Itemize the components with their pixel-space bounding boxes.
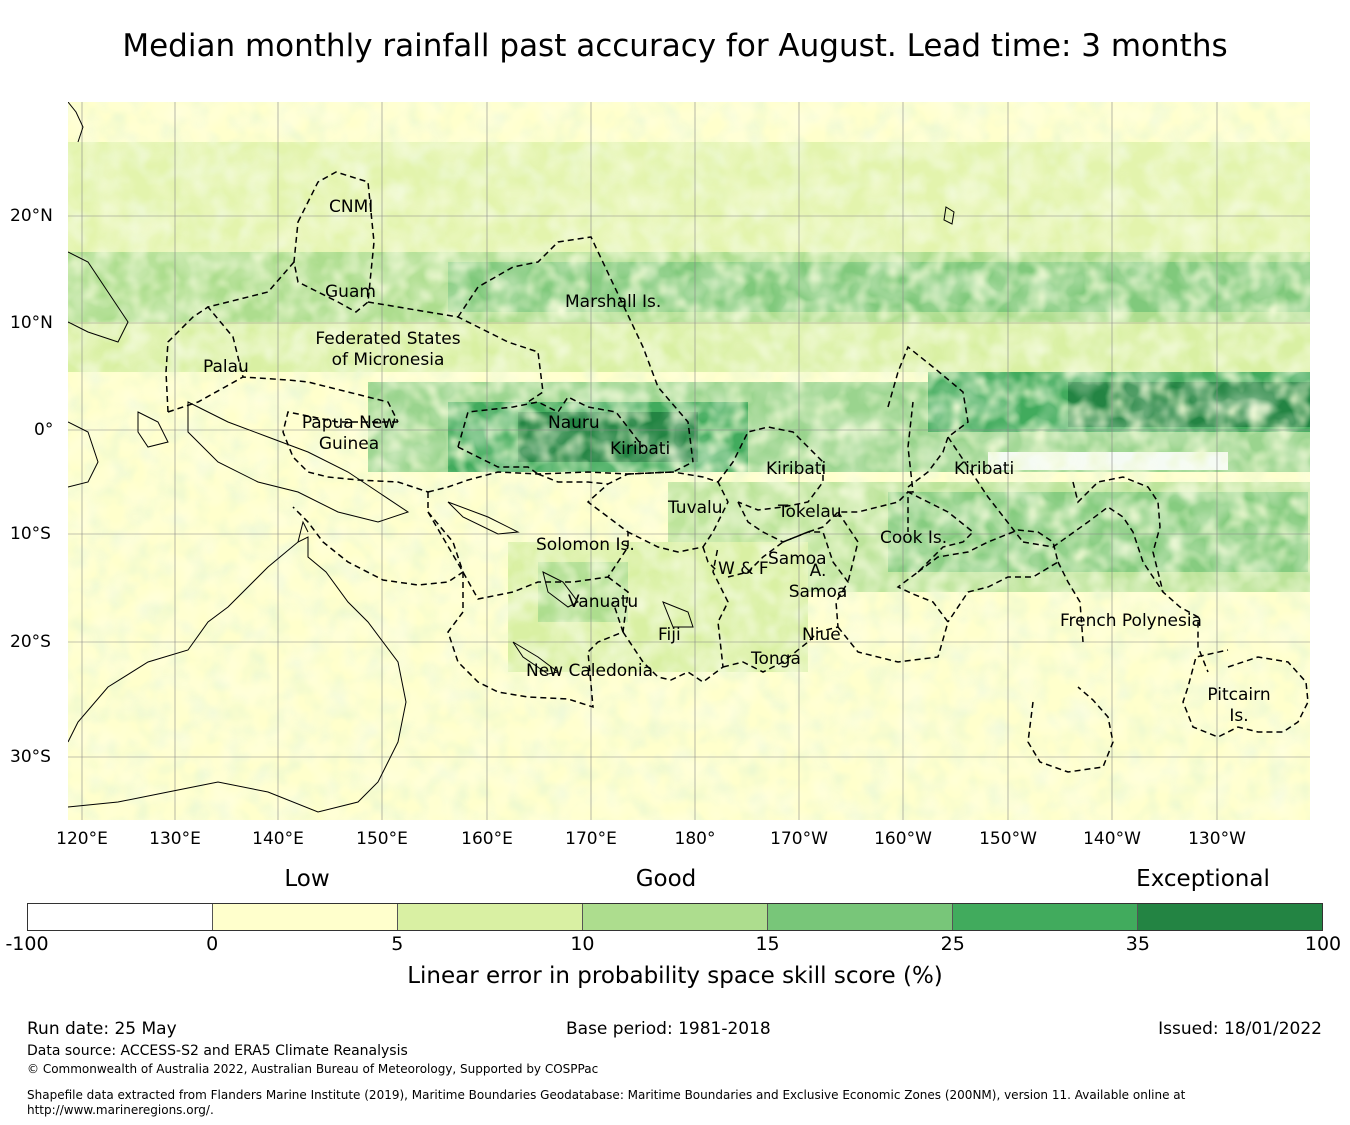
copyright: © Commonwealth of Australia 2022, Austra…	[27, 1062, 599, 1076]
lon-tick-label: 150°W	[979, 829, 1037, 849]
eez-boundaries	[165, 171, 1309, 773]
lat-tick-label: 30°S	[10, 747, 51, 767]
data-source: Data source: ACCESS-S2 and ERA5 Climate …	[27, 1043, 408, 1059]
region-label: Kiribati	[954, 459, 1014, 479]
region-label: Niue	[802, 625, 841, 645]
lat-tick-label: 0°	[34, 420, 54, 440]
region-label: Cook Is.	[880, 528, 947, 548]
lat-tick-label: 10°N	[10, 313, 53, 333]
colorbar-segment	[213, 904, 398, 930]
colorbar-tick-label: 100	[1304, 933, 1342, 955]
coastlines	[68, 102, 955, 813]
lon-tick-label: 140°W	[1083, 829, 1141, 849]
colorbar-tick-label: 35	[1125, 933, 1150, 955]
colorbar-segment	[398, 904, 583, 930]
lon-tick-label: 160°E	[461, 829, 513, 849]
map-title: Median monthly rainfall past accuracy fo…	[122, 28, 1228, 64]
lon-tick-label: 170°E	[565, 829, 617, 849]
colorbar-tick-label: 0	[206, 933, 219, 955]
region-label: Tonga	[750, 649, 801, 669]
region-label: Guam	[325, 282, 376, 302]
region-label: Palau	[203, 357, 249, 377]
region-label: Vanuatu	[568, 592, 638, 612]
region-labels: CNMI Guam Marshall Is. Federated States of M…	[203, 197, 1271, 726]
region-label: Pitcairn Is.	[1207, 685, 1270, 726]
region-label: New Caledonia	[526, 661, 653, 681]
graticule	[68, 102, 1310, 820]
colorbar-segment	[953, 904, 1138, 930]
region-label: Papua New Guinea	[302, 413, 396, 454]
colorbar-segment	[1138, 904, 1322, 930]
region-label: A. Samoa	[789, 561, 848, 602]
colorbar-segment	[583, 904, 768, 930]
colorbar-tick-label: 25	[940, 933, 965, 955]
region-label: Nauru	[548, 413, 600, 433]
colorbar-tick-label: -100	[5, 933, 49, 955]
issued-date: Issued: 18/01/2022	[1158, 1019, 1322, 1039]
lat-tick-label: 20°N	[10, 206, 53, 226]
region-label: Tokelau	[777, 502, 842, 522]
rainfall-skill-map: CNMI Guam Marshall Is. Federated States of M…	[68, 102, 1310, 820]
colorbar-segment	[768, 904, 953, 930]
colorbar-segment	[28, 904, 213, 930]
colorbar-tick-label: 5	[391, 933, 404, 955]
category-label: Low	[284, 866, 330, 892]
region-label: Tuvalu	[667, 498, 723, 518]
run-date: Run date: 25 May	[27, 1019, 177, 1039]
region-label: Solomon Is.	[536, 535, 635, 555]
lat-tick-label: 10°S	[10, 524, 51, 544]
lat-tick-label: 20°S	[10, 632, 51, 652]
lon-tick-label: 140°E	[252, 829, 304, 849]
lon-tick-label: 170°W	[770, 829, 828, 849]
colorbar-title: Linear error in probability space skill …	[407, 963, 943, 989]
shapefile-credit: Shapefile data extracted from Flanders M…	[27, 1088, 1186, 1102]
region-label: Marshall Is.	[565, 292, 661, 312]
lon-tick-label: 150°E	[356, 829, 408, 849]
region-label: Kiribati	[610, 439, 670, 459]
lon-tick-label: 130°W	[1188, 829, 1246, 849]
region-label: French Polynesia	[1060, 611, 1202, 631]
category-label: Good	[635, 866, 697, 892]
lon-tick-label: 160°W	[874, 829, 932, 849]
colorbar	[27, 903, 1323, 931]
region-label: Federated States of Micronesia	[315, 329, 460, 370]
base-period: Base period: 1981-2018	[566, 1019, 771, 1039]
shapefile-url: http://www.marineregions.org/.	[27, 1103, 214, 1117]
lon-tick-label: 180°	[674, 829, 716, 849]
region-label: Samoa	[768, 549, 827, 569]
region-label: CNMI	[329, 197, 373, 217]
skill-shading	[68, 102, 1310, 820]
colorbar-tick-label: 10	[570, 933, 595, 955]
lon-tick-label: 120°E	[56, 829, 108, 849]
lon-tick-label: 130°E	[149, 829, 201, 849]
category-label: Exceptional	[1136, 866, 1270, 892]
region-label: Kiribati	[766, 459, 826, 479]
region-label: W & F	[718, 559, 769, 579]
colorbar-tick-label: 15	[755, 933, 780, 955]
region-label: Fiji	[658, 625, 681, 645]
